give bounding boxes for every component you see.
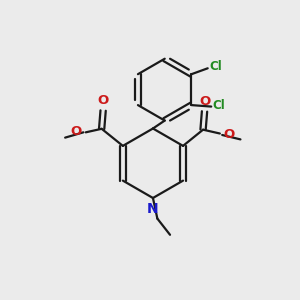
Text: O: O [97,94,108,107]
Text: O: O [200,95,211,108]
Text: Cl: Cl [213,100,225,112]
Text: Cl: Cl [209,60,222,73]
Text: O: O [224,128,235,141]
Text: O: O [71,125,82,138]
Text: N: N [147,202,159,215]
